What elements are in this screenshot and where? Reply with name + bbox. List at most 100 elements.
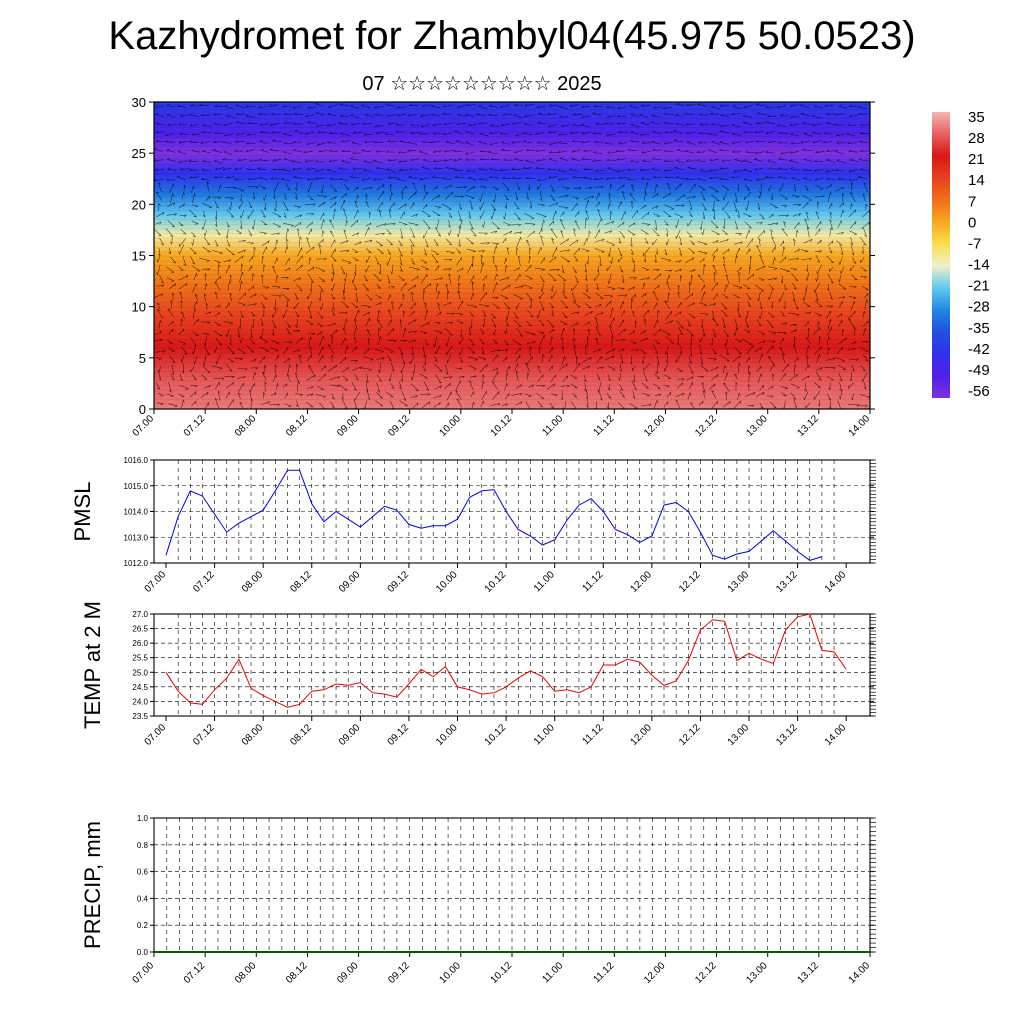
wind-arrow <box>478 356 486 361</box>
wind-arrow <box>619 384 624 391</box>
wind-arrow <box>825 184 833 190</box>
wind-arrow <box>581 248 590 252</box>
wind-arrow <box>223 123 233 127</box>
wind-arrow <box>685 149 695 154</box>
wind-arrow <box>247 242 254 245</box>
wind-arrow <box>454 130 464 135</box>
wind-arrow <box>400 374 403 382</box>
wind-arrow <box>778 167 788 170</box>
wind-arrow <box>245 114 255 118</box>
wind-arrow <box>665 352 669 364</box>
wind-arrow <box>661 257 672 262</box>
wind-arrow <box>456 104 466 108</box>
wind-arrow <box>504 201 507 209</box>
wind-arrow <box>422 346 426 358</box>
wind-arrow <box>756 103 766 106</box>
x-tick-label: 10.00 <box>434 569 460 595</box>
wind-arrow <box>689 335 693 346</box>
x-tick-label: 14.00 <box>847 960 873 986</box>
wind-arrow <box>514 363 519 371</box>
y-tick-label: 10 <box>132 300 146 315</box>
wind-arrow <box>215 338 223 346</box>
wind-arrow <box>458 210 462 222</box>
wind-arrow <box>558 194 569 198</box>
wind-arrow <box>342 375 349 381</box>
wind-arrow <box>305 114 314 118</box>
wind-arrow <box>610 307 614 319</box>
wind-arrow <box>540 283 544 292</box>
wind-arrow <box>848 318 855 328</box>
x-tick-label: 10.12 <box>489 960 515 986</box>
wind-arrow <box>273 192 276 200</box>
wind-arrow <box>374 124 384 127</box>
x-tick-label: 13.12 <box>796 960 822 986</box>
wind-arrow <box>225 228 229 239</box>
wind-arrow <box>583 383 587 392</box>
wind-arrow <box>754 130 764 133</box>
wind-arrow <box>240 310 244 318</box>
wind-arrow <box>262 286 270 289</box>
wind-arrow <box>595 337 599 345</box>
wind-arrow <box>641 392 650 397</box>
wind-arrow <box>456 248 462 254</box>
wind-arrow <box>468 380 474 390</box>
wind-arrow <box>536 213 547 218</box>
wind-arrow <box>630 123 640 128</box>
wind-arrow <box>165 133 175 137</box>
wind-arrow <box>812 123 822 126</box>
wind-arrow <box>444 258 453 262</box>
wind-arrow <box>582 292 591 299</box>
wind-arrow <box>711 282 719 291</box>
wind-arrow <box>501 148 511 151</box>
wind-arrow <box>408 339 416 343</box>
wind-arrow <box>652 238 658 246</box>
wind-arrow <box>652 291 659 301</box>
wind-arrow <box>756 319 762 327</box>
wind-arrow <box>813 382 821 388</box>
wind-arrow <box>640 404 652 407</box>
wind-arrow <box>284 257 290 266</box>
wind-arrow <box>604 230 613 234</box>
wind-arrow <box>860 123 870 126</box>
wind-arrow <box>305 402 314 408</box>
wind-arrow <box>803 302 811 307</box>
wind-arrow <box>331 256 337 262</box>
wind-arrow <box>734 192 738 203</box>
wind-arrow <box>329 219 334 228</box>
wind-arrow <box>851 257 857 264</box>
wind-arrow <box>340 239 349 244</box>
wind-arrow <box>559 115 569 118</box>
x-tick-label: 07.00 <box>143 569 169 595</box>
wind-arrow <box>768 290 773 300</box>
wind-arrow <box>376 183 385 191</box>
wind-arrow <box>826 347 831 356</box>
wind-arrow <box>634 320 638 329</box>
wind-arrow <box>480 262 485 273</box>
wind-arrow <box>353 283 358 291</box>
wind-arrow <box>465 237 474 245</box>
wind-arrow <box>829 266 834 272</box>
wind-arrow <box>407 318 417 325</box>
y-tick-label: 0.8 <box>137 841 149 850</box>
wind-arrow <box>286 238 289 247</box>
wind-arrow <box>595 312 604 316</box>
wind-arrow <box>504 194 509 201</box>
wind-arrow <box>178 340 187 345</box>
wind-arrow <box>352 232 360 236</box>
wind-arrow <box>627 168 637 171</box>
wind-arrow <box>746 248 751 255</box>
wind-arrow <box>815 185 824 190</box>
wind-arrow <box>179 167 189 171</box>
wind-arrow <box>592 131 603 135</box>
wind-arrow <box>443 268 452 271</box>
wind-arrow <box>237 302 246 306</box>
x-tick-label: 07.12 <box>182 413 208 439</box>
wind-arrow <box>408 175 418 179</box>
wind-arrow <box>166 340 173 344</box>
wind-arrow <box>269 104 279 107</box>
wind-arrow <box>400 282 407 292</box>
wind-arrow <box>329 384 340 388</box>
wind-arrow <box>458 375 465 379</box>
wind-arrow <box>155 221 162 225</box>
wind-arrow <box>790 268 797 271</box>
